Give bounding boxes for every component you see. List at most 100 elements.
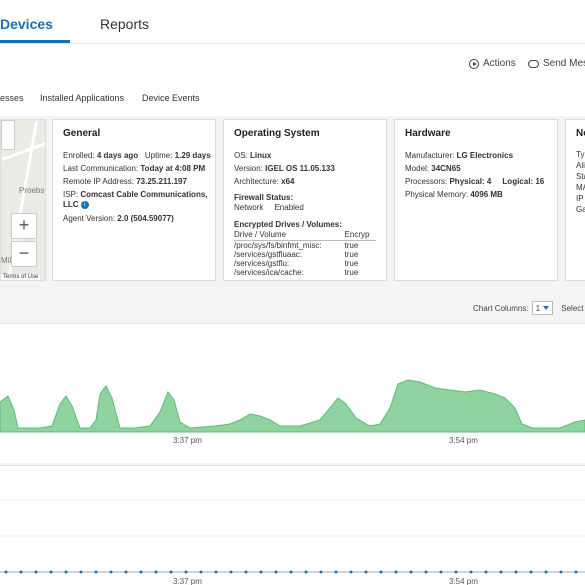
location-map[interactable]: Proebs Mill + − Terms of Use [0,119,46,281]
dot-chart-panel: 3:37 pm 3:54 pm [0,465,585,585]
chart-columns-value: 1 [535,303,541,313]
general-card: General Enrolled: 4 days ago Uptime: 1.2… [52,119,216,281]
remote-ip-row: Remote IP Address: 73.25.211.197 [63,175,205,188]
subtab-processes[interactable]: esses [0,93,24,103]
chevron-down-icon [543,306,550,310]
memory-value: 4096 MB [470,190,503,199]
drive-path: /proc/sys/fs/binfmt_misc: [234,241,322,250]
data-point [259,570,263,574]
isp-value-cont: LLC [63,200,79,209]
data-point [244,570,248,574]
zoom-in-button[interactable]: + [11,213,37,239]
hardware-card: Hardware Manufacturer: LG Electronics Mo… [394,119,558,281]
data-point [109,570,113,574]
table-row: /services/gstflu: true [234,259,376,268]
x-tick-label: 3:37 pm [173,436,202,445]
chart-columns-select[interactable]: 1 [531,301,554,315]
table-row: /services/ica/cache: true [234,268,376,277]
data-point [199,570,203,574]
area-chart [0,379,585,433]
firewall-name: Network [234,203,264,212]
firewall-row: Network Enabled [234,203,376,213]
physical-value: 4 [486,177,492,186]
architecture-row: Architecture: x64 [234,175,376,188]
play-circle-icon [469,58,479,69]
isp-label: ISP: [63,190,79,199]
remote-ip-label: Remote IP Address: [63,177,134,186]
table-row: /proc/sys/fs/binfmt_misc: true [234,241,376,251]
map-label-place: Mill [1,256,13,265]
data-point [184,570,188,574]
table-row: /services/gstfluaac: true [234,250,376,259]
os-row: OS: Linux [234,149,376,162]
os-label: OS: [234,151,248,160]
last-communication-row: Last Communication: Today at 4:08 PM [63,162,205,175]
chart-columns-label: Chart Columns: [473,303,529,313]
actions-button[interactable]: Actions [469,58,516,69]
data-point [529,570,533,574]
data-point [364,570,368,574]
x-tick-label: 3:54 pm [449,436,478,445]
drive-path: /services/ica/cache: [234,268,304,277]
data-point [49,570,53,574]
isp-row: ISP: Comcast Cable Communications, [63,190,208,200]
area-series [0,379,585,433]
model-value: 34CN65 [431,164,461,173]
isp-value: Comcast Cable Communications, [80,190,208,199]
operating-system-card: Operating System OS: Linux Version: IGEL… [223,119,387,281]
drive-encrypted: true [344,268,359,277]
agent-value: 2.0 (504.59077) [117,214,174,223]
data-point [424,570,428,574]
drive-path: /services/gstfluaac: [234,250,303,259]
map-terms-link[interactable]: Terms of Use [1,274,41,280]
data-point [304,570,308,574]
encrypted-heading: Encrypted Drives / Volumes: [234,220,342,229]
x-tick-label: 3:54 pm [449,577,478,585]
general-title: General [63,128,101,139]
zoom-out-button[interactable]: − [11,241,37,267]
action-bar: Actions Send Mess [0,44,585,82]
firewall-status: Enabled [274,203,304,212]
message-bubble-icon [528,59,539,68]
data-point [334,570,338,574]
data-point [214,570,218,574]
data-point [319,570,323,574]
subtab-device-events[interactable]: Device Events [142,93,200,103]
data-point [394,570,398,574]
select-label[interactable]: Select [561,303,584,313]
manufacturer-label: Manufacturer: [405,151,455,160]
data-point [409,570,413,574]
top-nav: Devices Reports [0,0,585,44]
data-point [124,570,128,574]
network-field-label: Ty [576,150,585,159]
model-label: Model: [405,164,430,173]
network-card: Ne Ty Ali Sta MA IP Ga [565,119,585,281]
memory-label: Physical Memory: [405,190,469,199]
data-point [484,570,488,574]
data-point [514,570,518,574]
data-point [274,570,278,574]
dot-chart [0,499,585,574]
info-icon[interactable]: i [80,200,89,209]
manufacturer-row: Manufacturer: LG Electronics [405,149,547,162]
network-field-label: Sta [576,172,585,181]
memory-row: Physical Memory: 4096 MB [405,188,547,201]
data-point [349,570,353,574]
tab-reports[interactable]: Reports [100,16,150,32]
send-message-button[interactable]: Send Mess [528,58,585,69]
network-title: Ne [576,128,585,139]
data-point [19,570,23,574]
os-title: Operating System [234,128,320,139]
drive-encrypted: true [344,250,359,259]
model-row: Model: 34CN65 [405,162,547,175]
column-header: Drive / Volume [234,230,345,241]
drive-encrypted: true [344,241,359,250]
drive-path: /services/gstflu: [234,259,290,268]
data-point [379,570,383,574]
chart-columns-control: Chart Columns: 1 Select [473,301,584,315]
data-point [34,570,38,574]
subtab-installed-applications[interactable]: Installed Applications [40,93,125,103]
logical-value: 16 [535,177,545,186]
tab-devices[interactable]: Devices [0,16,53,32]
drive-encrypted: true [344,259,359,268]
